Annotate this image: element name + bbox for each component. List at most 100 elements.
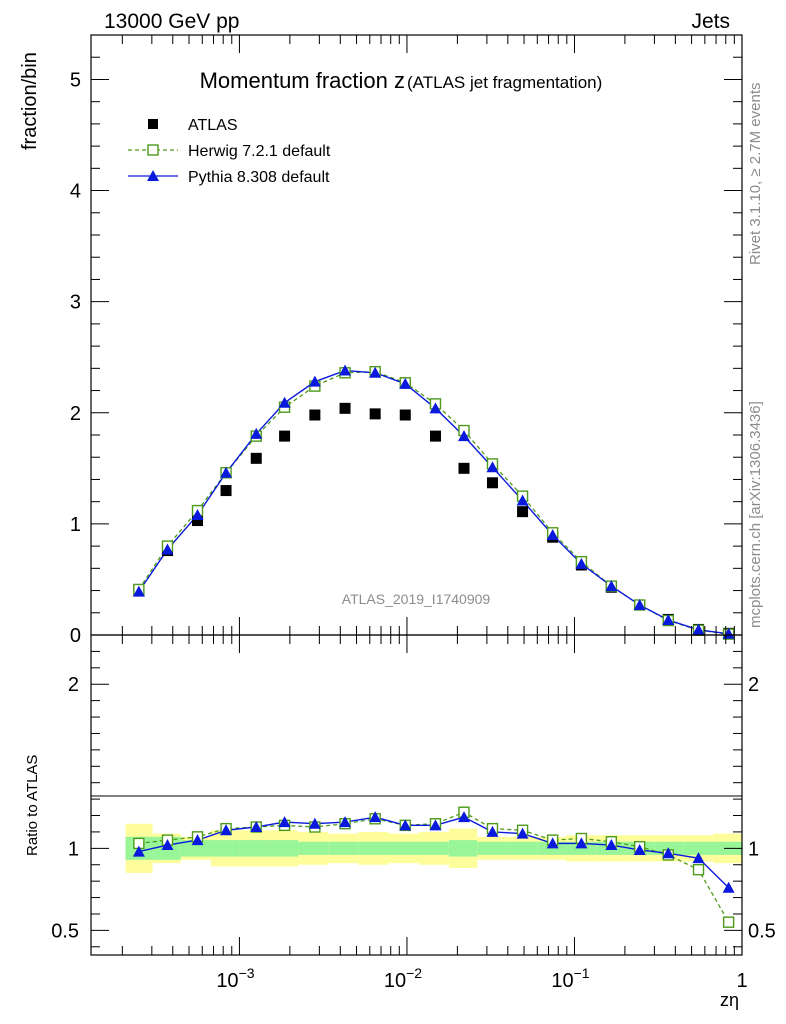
main-y-tick-label: 3	[70, 292, 81, 314]
pythia-point	[516, 494, 529, 506]
main-y-tick-label: 2	[70, 403, 81, 425]
pythia-point	[161, 543, 174, 555]
main-series	[132, 364, 735, 640]
pythia-ratio-point	[161, 839, 174, 851]
pythia-point	[429, 402, 442, 414]
legend-label-atlas: ATLAS	[188, 117, 238, 134]
ratio-y-tick-label-right: 2	[748, 674, 759, 696]
header-category-label: Jets	[691, 10, 730, 33]
x-tick-label-exponent: −1	[574, 965, 590, 981]
legend-marker-atlas	[148, 119, 158, 129]
atlas-data-point	[399, 409, 411, 421]
atlas-data-point	[220, 485, 232, 497]
ratio-axes: 0.5 0.51 12 210−3 10−2 10−1 1	[51, 635, 776, 992]
x-tick-label: 10−3	[216, 965, 254, 992]
ratio-band-inner	[388, 841, 419, 855]
ratio-band-inner	[358, 841, 389, 855]
atlas-data-point	[486, 477, 498, 489]
pythia-ratio-point	[605, 839, 618, 851]
x-tick-label: 10−2	[384, 965, 422, 992]
pythia-point	[132, 585, 145, 597]
main-subtitle: (ATLAS jet fragmentation)	[407, 73, 602, 92]
pythia-ratio-point	[486, 825, 499, 837]
pythia-ratio-point	[692, 852, 705, 864]
atlas-data-point	[458, 462, 470, 474]
main-title: Momentum fraction z	[200, 68, 405, 93]
pythia-ratio-point	[399, 819, 412, 831]
pythia-ratio-point	[429, 819, 442, 831]
atlas-data-point	[309, 409, 321, 421]
legend-marker-pythia	[147, 170, 159, 181]
pythia-point	[692, 623, 705, 635]
pythia-point	[605, 580, 618, 592]
ratio-panel: 0.5 0.51 12 210−3 10−2 10−1 1 Ratio to ATLAS z…	[24, 634, 776, 1010]
pythia-ratio-point	[278, 816, 291, 828]
pythia-ratio-point	[457, 811, 470, 823]
ratio-y-tick-label-right: 0.5	[748, 920, 776, 942]
ratio-bands	[125, 823, 742, 873]
rivet-info-label: Rivet 3.1.10, ≥ 2.7M events	[747, 83, 764, 266]
pythia-point	[191, 509, 204, 520]
atlas-data-point	[192, 515, 204, 527]
mcplots-info-label: mcplots.cern.ch [arXiv:1306.3436]	[747, 401, 764, 628]
pythia-point	[633, 599, 646, 610]
ratio-band-inner	[239, 840, 270, 857]
pythia-point	[486, 461, 499, 473]
x-tick-label-exponent: −3	[239, 965, 255, 981]
ratio-band-inner	[418, 841, 449, 855]
main-y-tick-label: 5	[70, 69, 81, 91]
ratio-frame	[90, 634, 743, 956]
pythia-point	[220, 466, 233, 478]
main-y-tick-label: 1	[70, 514, 81, 536]
pythia-ratio-point	[369, 811, 382, 823]
pythia-point	[308, 375, 321, 387]
ratio-band-inner	[328, 841, 359, 855]
x-tick-label-base: 10	[551, 970, 573, 992]
pythia-point	[457, 430, 470, 442]
pythia-ratio-point	[516, 827, 529, 839]
atlas-data-point	[429, 430, 441, 442]
pythia-point	[399, 377, 412, 389]
pythia-ratio-point	[546, 837, 559, 849]
atlas-data-point	[279, 430, 291, 442]
pythia-ratio-point	[662, 847, 675, 859]
ratio-band-inner	[448, 840, 478, 857]
legend-label-herwig: Herwig 7.2.1 default	[188, 143, 331, 160]
ratio-band-inner	[210, 840, 240, 857]
main-y-tick-label: 0	[70, 625, 81, 647]
pythia-ratio-point	[191, 834, 204, 846]
ratio-y-tick-label: 1	[68, 838, 79, 860]
x-tick-label-exponent: −2	[406, 965, 422, 981]
x-tick-label-base: 10	[216, 970, 238, 992]
atlas-data-point	[369, 408, 381, 420]
ratio-band-inner	[654, 841, 684, 855]
ratio-y-tick-label-right: 1	[748, 838, 759, 860]
pythia-ratio-point	[633, 843, 646, 855]
pythia-ratio-point	[308, 817, 321, 829]
x-tick-label: 10−1	[551, 965, 589, 992]
pythia-point	[339, 364, 352, 376]
main-axes: 0 1 2 3 4 5	[70, 35, 743, 647]
pythia-ratio-point	[575, 837, 588, 849]
atlas-data-point	[250, 452, 262, 464]
ratio-series	[132, 806, 735, 928]
ratio-band-inner	[477, 841, 508, 855]
herwig-ratio-point	[692, 863, 705, 876]
pythia-point	[575, 557, 588, 569]
ratio-band-inner	[683, 841, 714, 855]
ratio-band-inner	[507, 841, 538, 855]
atlas-data-point	[517, 506, 529, 518]
main-panel: 0 1 2 3 4 5 Momentum fraction z (ATLAS jet fr…	[19, 34, 743, 647]
pythia-ratio-point	[250, 821, 263, 832]
x-axis-label: zη	[720, 990, 739, 1010]
analysis-watermark: ATLAS_2019_I1740909	[342, 591, 491, 607]
legend-label-pythia: Pythia 8.308 default	[188, 169, 330, 186]
pythia-point	[662, 614, 675, 625]
pythia-point	[250, 427, 263, 439]
ratio-y-tick-label: 2	[68, 674, 79, 696]
ratio-band-inner	[298, 841, 329, 855]
pythia-ratio-point	[132, 845, 145, 857]
pythia-point	[369, 366, 382, 378]
herwig-ratio-point	[722, 916, 735, 928]
legend: ATLAS Herwig 7.2.1 default Pythia 8.308 …	[128, 117, 331, 186]
